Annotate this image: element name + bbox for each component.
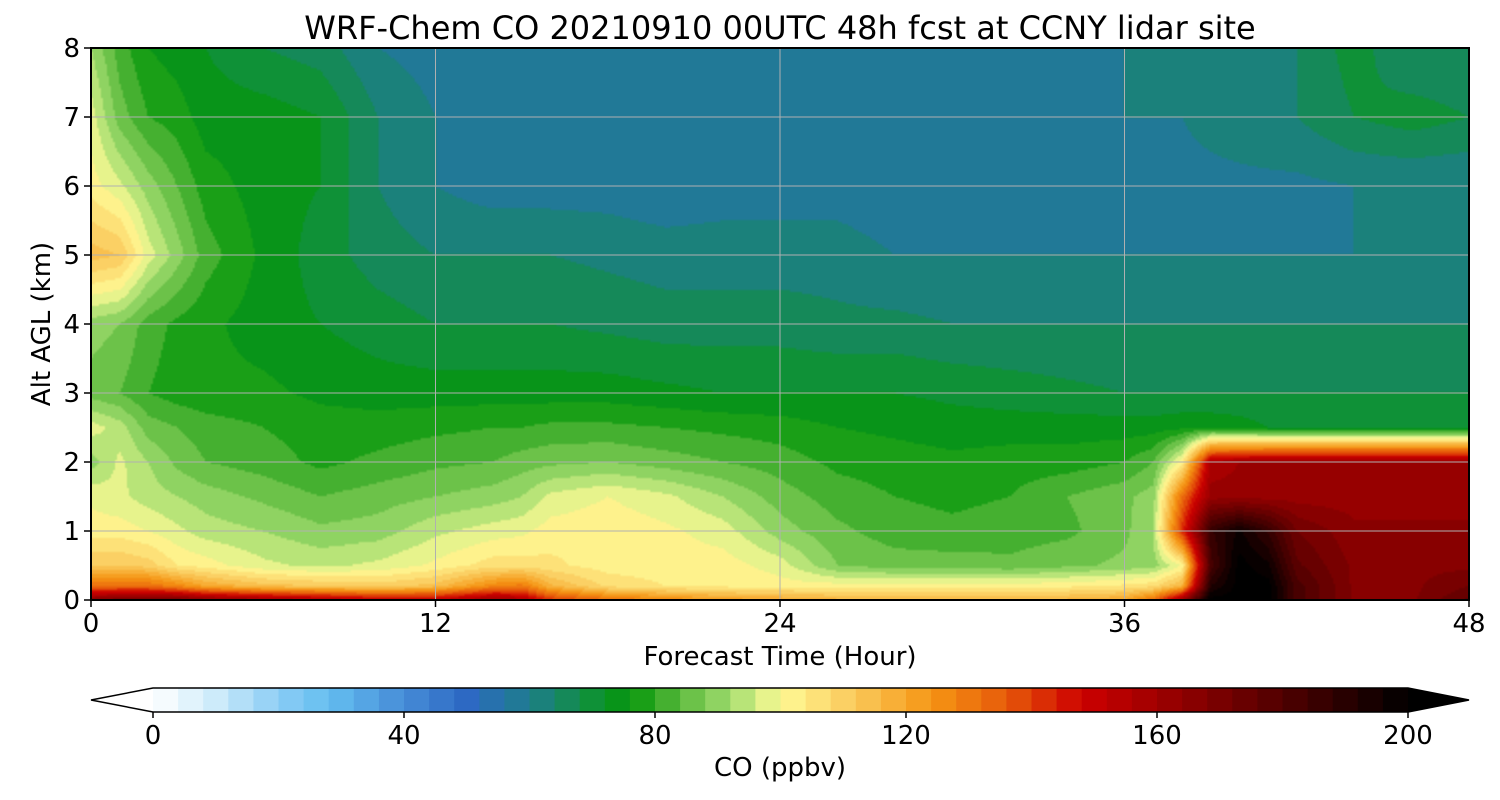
colorbar-segment: [780, 688, 807, 712]
colorbar-segment: [378, 688, 405, 712]
colorbar-segment: [1157, 688, 1183, 712]
y-axis-ticks: 0 1 2 3 4 5 6 7 8: [63, 34, 91, 616]
x-tick-label: 0: [83, 609, 100, 639]
x-tick-label: 48: [1452, 609, 1485, 639]
colorbar-segment: [153, 688, 179, 712]
x-tick-label: 12: [419, 609, 452, 639]
y-tick-label: 2: [63, 448, 80, 478]
colorbar-segment: [1307, 688, 1334, 712]
colorbar-segment: [880, 688, 907, 712]
colorbar-tick-label: 80: [638, 721, 671, 751]
y-tick-label: 5: [63, 241, 80, 271]
colorbar-segment: [429, 688, 455, 712]
colorbar-segment: [1131, 688, 1158, 712]
colorbar-segment: [1106, 688, 1133, 712]
colorbar: 0 40 80 120 160 200: [90, 687, 1470, 751]
colorbar-segment: [504, 688, 531, 712]
y-tick-label: 6: [63, 172, 80, 202]
colorbar-segment: [906, 688, 932, 712]
x-tick-label: 36: [1108, 609, 1141, 639]
colorbar-segment: [228, 688, 254, 712]
colorbar-segment: [730, 688, 756, 712]
y-tick-label: 1: [63, 517, 80, 547]
colorbar-segment: [278, 688, 305, 712]
y-tick-label: 4: [63, 310, 80, 340]
colorbar-tick-label: 160: [1132, 721, 1182, 751]
colorbar-tick-label: 0: [145, 721, 162, 751]
colorbar-segment: [1031, 688, 1058, 712]
y-tick-label: 7: [63, 103, 80, 133]
colorbar-segment: [604, 688, 631, 712]
colorbar-segment: [1257, 688, 1284, 712]
y-tick-label: 0: [63, 586, 80, 616]
chart-title: WRF-Chem CO 20210910 00UTC 48h fcst at C…: [304, 9, 1255, 47]
colorbar-extend-min: [91, 688, 153, 712]
colorbar-segment: [554, 688, 581, 712]
colorbar-segment: [1357, 688, 1384, 712]
colorbar-segment: [931, 688, 957, 712]
colorbar-segment: [353, 688, 380, 712]
colorbar-segment: [830, 688, 857, 712]
colorbar-segment: [178, 688, 204, 712]
colorbar-segment: [529, 688, 556, 712]
x-axis-label: Forecast Time (Hour): [643, 642, 916, 672]
colorbar-segment: [579, 688, 606, 712]
colorbar-segment: [404, 688, 430, 712]
colorbar-segment: [1182, 688, 1208, 712]
colorbar-segment: [1282, 688, 1309, 712]
colorbar-segment: [855, 688, 882, 712]
x-tick-label: 24: [763, 609, 796, 639]
colorbar-segment: [1081, 688, 1108, 712]
colorbar-segment: [1382, 688, 1409, 712]
colorbar-segment: [981, 688, 1007, 712]
colorbar-tick-label: 40: [387, 721, 420, 751]
colorbar-segment: [1332, 688, 1359, 712]
y-tick-label: 3: [63, 379, 80, 409]
colorbar-segment: [680, 688, 706, 712]
y-tick-label: 8: [63, 34, 80, 64]
x-axis-ticks: 0 12 24 36 48: [83, 600, 1486, 639]
colorbar-segment: [629, 688, 656, 712]
colorbar-segment: [454, 688, 480, 712]
colorbar-segment: [655, 688, 681, 712]
colorbar-segment: [1232, 688, 1258, 712]
colorbar-segment: [705, 688, 731, 712]
colorbar-segment: [203, 688, 229, 712]
colorbar-tick-label: 200: [1383, 721, 1433, 751]
colorbar-extend-max: [1408, 688, 1469, 712]
colorbar-segment: [1056, 688, 1083, 712]
colorbar-segment: [303, 688, 330, 712]
colorbar-segment: [1006, 688, 1033, 712]
colorbar-segment: [1207, 688, 1233, 712]
colorbar-segment: [479, 688, 505, 712]
colorbar-segment: [755, 688, 782, 712]
colorbar-segment: [956, 688, 982, 712]
colorbar-segment: [253, 688, 280, 712]
colorbar-segment: [805, 688, 832, 712]
y-axis-label: Alt AGL (km): [27, 242, 57, 406]
colorbar-segment: [328, 688, 355, 712]
colorbar-tick-label: 120: [881, 721, 931, 751]
colorbar-label: CO (ppbv): [714, 753, 846, 783]
